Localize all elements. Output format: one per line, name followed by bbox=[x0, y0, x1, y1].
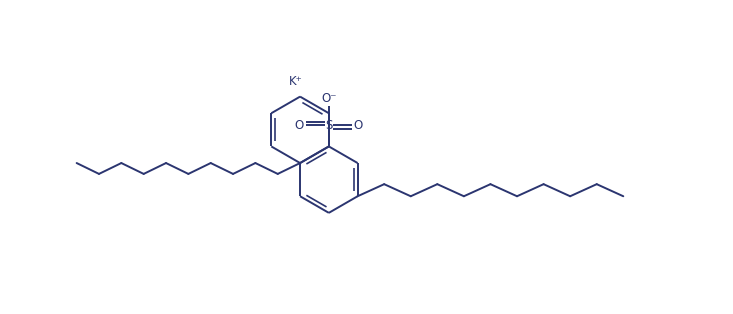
Text: O⁻: O⁻ bbox=[321, 92, 336, 105]
Text: S: S bbox=[325, 119, 333, 132]
Text: O: O bbox=[353, 119, 363, 132]
Text: K⁺: K⁺ bbox=[289, 75, 303, 88]
Text: O: O bbox=[295, 119, 304, 132]
